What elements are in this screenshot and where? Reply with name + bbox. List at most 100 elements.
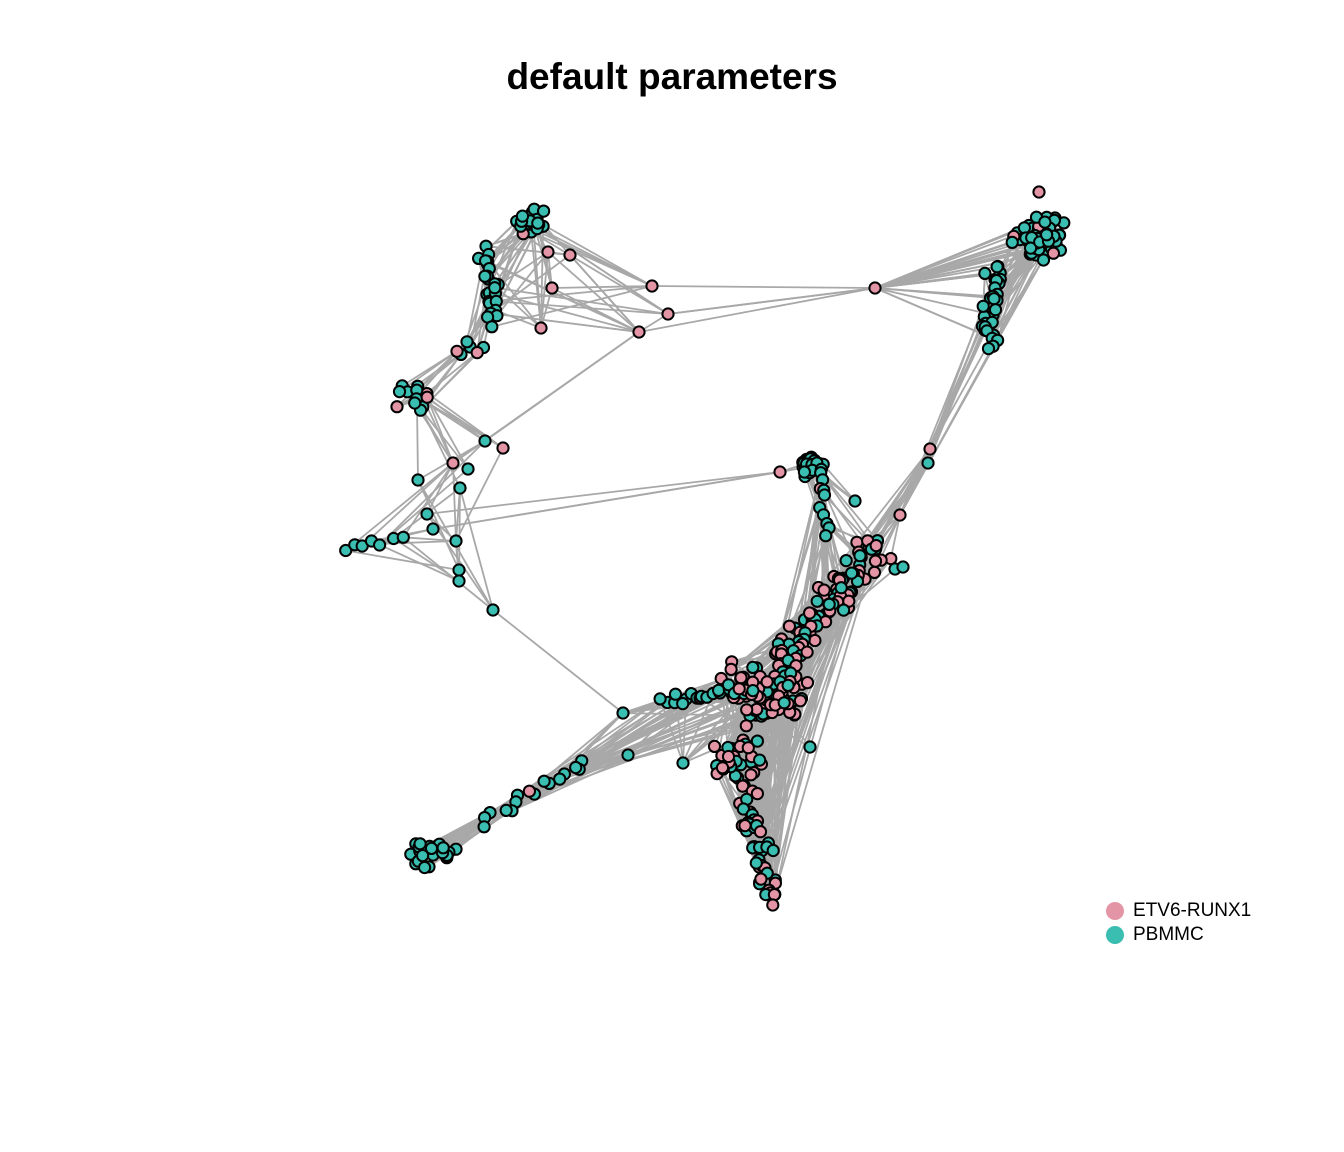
graph-edge: [535, 220, 653, 287]
node-pbmmc: [396, 530, 410, 544]
graph-edge: [494, 231, 533, 285]
node-pbmmc: [817, 488, 832, 502]
node-etv6-runx1: [923, 442, 937, 456]
node-etv6-runx1: [803, 606, 817, 620]
graph-edge: [530, 222, 669, 315]
node-etv6-runx1: [750, 787, 765, 801]
node-etv6-runx1: [800, 645, 814, 659]
node-pbmmc: [988, 303, 1003, 317]
legend-item-pbmmc: PBMMC: [1106, 923, 1251, 947]
graph-edge: [551, 287, 640, 333]
node-pbmmc: [981, 342, 996, 356]
edges-layer: [345, 208, 1065, 906]
node-pbmmc: [653, 692, 667, 706]
node-pbmmc: [848, 494, 862, 508]
node-pbmmc: [853, 549, 867, 563]
graph-edge: [361, 462, 454, 547]
node-pbmmc: [537, 774, 551, 788]
node-etv6-runx1: [632, 325, 646, 339]
node-pbmmc: [990, 260, 1004, 274]
legend-swatch-pbmmc: [1106, 926, 1124, 944]
node-pbmmc: [461, 462, 475, 476]
node-pbmmc: [411, 473, 425, 487]
node-pbmmc: [418, 860, 432, 875]
node-pbmmc: [746, 684, 760, 698]
node-pbmmc: [753, 753, 767, 767]
graph-edge: [569, 254, 640, 333]
node-pbmmc: [485, 320, 499, 334]
graph-edge: [540, 251, 549, 329]
node-etv6-runx1: [450, 344, 464, 358]
node-etv6-runx1: [808, 633, 822, 648]
graph-edge: [484, 331, 640, 442]
node-pbmmc: [420, 507, 434, 521]
node-pbmmc: [426, 522, 440, 536]
graph-edge: [505, 754, 629, 812]
graph-edge: [345, 549, 460, 571]
graph-edge: [559, 724, 747, 780]
node-etv6-runx1: [420, 390, 434, 404]
node-etv6-runx1: [868, 281, 882, 295]
node-pbmmc: [478, 269, 492, 283]
node-etv6-runx1: [766, 898, 780, 912]
graph-edge: [622, 712, 762, 717]
graph-edge: [874, 242, 1037, 289]
graph-edge: [822, 463, 856, 502]
legend-item-etv6-runx1: ETV6-RUNX1: [1106, 899, 1251, 923]
node-pbmmc: [777, 696, 791, 710]
graph-edge: [393, 537, 460, 582]
node-etv6-runx1: [645, 279, 659, 293]
plot-title: default parameters: [506, 56, 838, 97]
node-etv6-runx1: [732, 682, 746, 696]
graph-edge: [874, 287, 994, 298]
graph-edge: [419, 350, 458, 394]
node-pbmmc: [978, 266, 992, 280]
node-pbmmc: [845, 566, 859, 580]
node-pbmmc: [537, 204, 551, 218]
graph-edge: [889, 514, 901, 559]
node-pbmmc: [797, 465, 812, 479]
graph-edge: [547, 251, 640, 333]
node-etv6-runx1: [470, 346, 484, 360]
node-etv6-runx1: [793, 694, 808, 708]
node-etv6-runx1: [721, 749, 736, 764]
node-etv6-runx1: [868, 554, 883, 568]
node-etv6-runx1: [744, 768, 758, 782]
node-pbmmc: [1038, 215, 1052, 229]
graph-edge: [575, 702, 684, 769]
graph-edge: [529, 220, 542, 329]
node-pbmmc: [834, 581, 848, 595]
node-pbmmc: [453, 481, 467, 495]
node-pbmmc: [810, 594, 824, 608]
graph-edge: [530, 231, 669, 315]
graph-edge: [490, 312, 640, 333]
node-pbmmc: [486, 603, 500, 617]
node-pbmmc: [621, 748, 635, 762]
graph-edge: [823, 494, 869, 542]
graph-edge: [426, 462, 454, 515]
node-etv6-runx1: [1032, 185, 1046, 199]
node-pbmmc: [819, 529, 833, 543]
node-pbmmc: [569, 760, 583, 775]
node-etv6-runx1: [522, 784, 537, 798]
graph-edge: [494, 286, 669, 315]
node-pbmmc: [424, 841, 439, 856]
node-pbmmc: [766, 843, 780, 858]
node-etv6-runx1: [541, 245, 555, 259]
node-pbmmc: [616, 706, 630, 720]
node-pbmmc: [676, 697, 690, 711]
node-pbmmc: [477, 820, 491, 834]
graph-edge: [492, 609, 624, 714]
node-etv6-runx1: [773, 465, 787, 479]
node-etv6-runx1: [1046, 246, 1061, 260]
node-etv6-runx1: [817, 583, 831, 597]
graph-edge: [667, 287, 876, 315]
node-etv6-runx1: [563, 248, 577, 262]
legend-swatch-etv6-runx1: [1106, 902, 1124, 920]
graph-edge: [459, 487, 494, 611]
node-etv6-runx1: [534, 321, 548, 335]
graph-edge: [490, 254, 571, 315]
node-pbmmc: [750, 734, 765, 748]
node-pbmmc: [373, 538, 387, 552]
